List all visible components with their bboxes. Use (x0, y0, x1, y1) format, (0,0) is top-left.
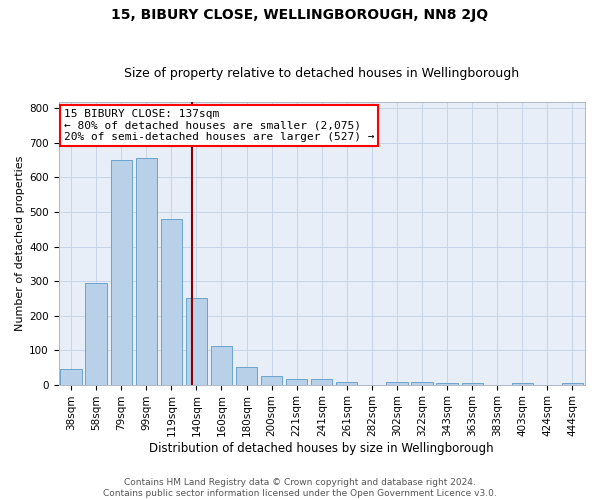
Bar (85, 284, 107, 384)
Text: Contains HM Land Registry data © Crown copyright and database right 2024.
Contai: Contains HM Land Registry data © Crown c… (103, 478, 497, 498)
Y-axis label: Number of detached properties: Number of detached properties (15, 156, 25, 330)
Bar (562, 383, 583, 384)
Bar (512, 383, 533, 384)
Bar (186, 298, 207, 384)
Bar (61, 369, 82, 384)
Bar (161, 219, 182, 384)
X-axis label: Distribution of detached houses by size in Wellingborough: Distribution of detached houses by size … (149, 442, 494, 455)
Bar (336, 382, 358, 384)
Bar (311, 380, 332, 384)
Bar (461, 383, 483, 384)
Bar (236, 368, 257, 384)
Title: Size of property relative to detached houses in Wellingborough: Size of property relative to detached ho… (124, 66, 520, 80)
Bar (110, 160, 132, 384)
Bar (286, 380, 307, 384)
Bar (412, 382, 433, 384)
Bar (436, 382, 458, 384)
Bar (386, 382, 407, 384)
Text: 15 BIBURY CLOSE: 137sqm
← 80% of detached houses are smaller (2,075)
20% of semi: 15 BIBURY CLOSE: 137sqm ← 80% of detache… (64, 108, 374, 142)
Bar (136, 158, 157, 384)
Bar (211, 346, 232, 385)
Text: 15, BIBURY CLOSE, WELLINGBOROUGH, NN8 2JQ: 15, BIBURY CLOSE, WELLINGBOROUGH, NN8 2J… (112, 8, 488, 22)
Bar (261, 376, 282, 384)
